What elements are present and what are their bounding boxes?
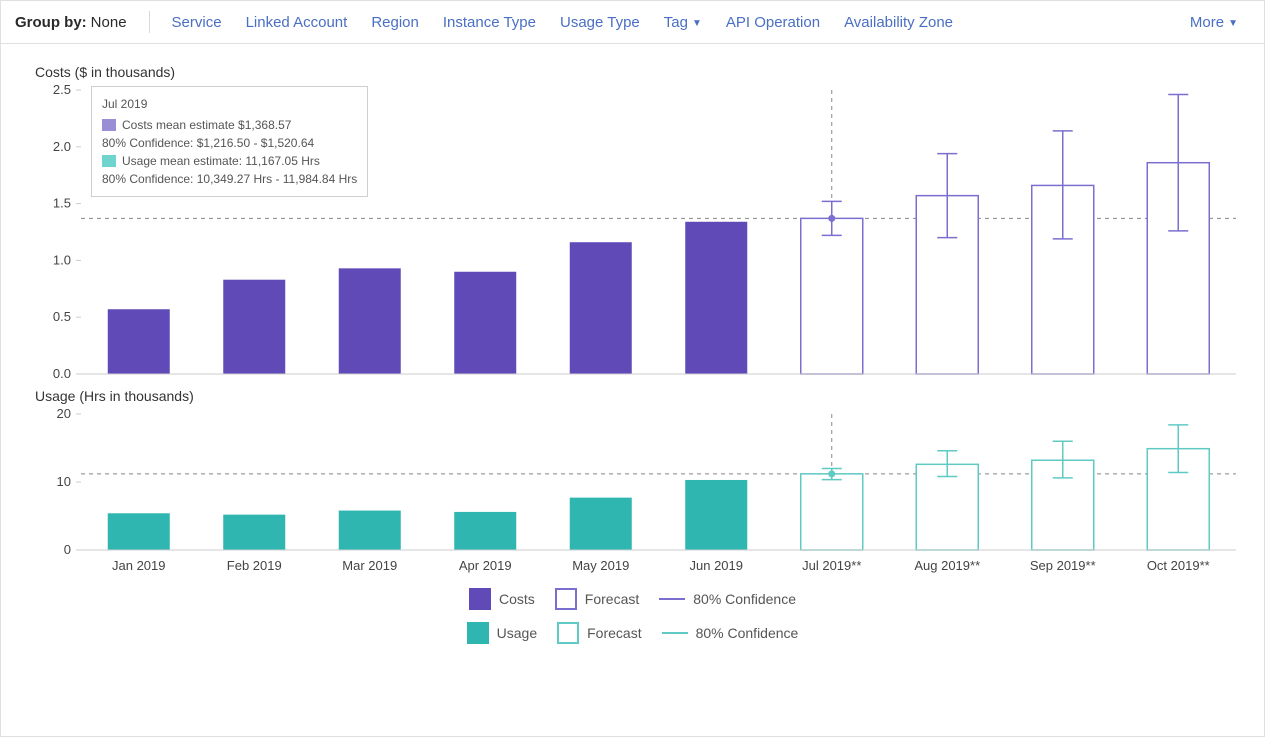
svg-text:2.0: 2.0 [53,139,71,154]
tab-service[interactable]: Service [160,14,234,31]
tooltip-cost-swatch [102,119,116,131]
costs-chart-title: Costs ($ in thousands) [35,64,1244,80]
svg-text:Jun 2019: Jun 2019 [690,558,744,573]
groupby-value: None [91,14,127,31]
svg-text:Apr 2019: Apr 2019 [459,558,512,573]
legend-costs-actual: Costs [469,588,535,610]
legend-costs-actual-label: Costs [499,591,535,607]
tab-instance-type[interactable]: Instance Type [431,14,548,31]
legend-costs-row: Costs Forecast 80% Confidence [21,582,1244,616]
svg-text:10: 10 [57,474,71,489]
legend-usage-confidence-label: 80% Confidence [696,625,799,641]
tooltip-usage-confidence: 80% Confidence: 10,349.27 Hrs - 11,984.8… [102,170,357,188]
svg-text:Oct 2019**: Oct 2019** [1147,558,1210,573]
tab-availability-zone[interactable]: Availability Zone [832,14,965,31]
svg-text:0: 0 [64,542,71,557]
legend-costs-forecast-label: Forecast [585,591,639,607]
svg-text:Sep 2019**: Sep 2019** [1030,558,1096,573]
svg-text:1.0: 1.0 [53,252,71,267]
svg-text:Jan 2019: Jan 2019 [112,558,166,573]
tab-linked-account[interactable]: Linked Account [234,14,360,31]
groupby-toolbar: Group by: None Service Linked Account Re… [1,1,1264,44]
svg-text:1.5: 1.5 [53,196,71,211]
tooltip-usage-line: Usage mean estimate: 11,167.05 Hrs [122,152,320,170]
tab-more[interactable]: More ▼ [1178,14,1250,31]
legend-costs-forecast: Forecast [555,588,639,610]
tooltip-usage-swatch [102,155,116,167]
svg-text:Feb 2019: Feb 2019 [227,558,282,573]
legend-costs-confidence: 80% Confidence [659,591,796,607]
groupby-label: Group by: [15,14,87,31]
svg-text:Mar 2019: Mar 2019 [342,558,397,573]
svg-text:0.5: 0.5 [53,309,71,324]
legend-usage-forecast-label: Forecast [587,625,641,641]
tooltip-cost-confidence: 80% Confidence: $1,216.50 - $1,520.64 [102,134,357,152]
legend-usage-forecast: Forecast [557,622,641,644]
svg-text:Jul 2019**: Jul 2019** [802,558,861,573]
svg-text:2.5: 2.5 [53,84,71,97]
tab-tag[interactable]: Tag ▼ [652,14,714,31]
tooltip-title: Jul 2019 [102,95,357,113]
tooltip-cost-line: Costs mean estimate $1,368.57 [122,116,291,134]
svg-text:20: 20 [57,408,71,421]
chevron-down-icon: ▼ [692,18,702,29]
legend-usage-actual: Usage [467,622,537,644]
chart-area: Costs ($ in thousands) 0.0 0.5 1.0 1.5 2.0 2.… [1,44,1264,658]
legend-usage-confidence: 80% Confidence [662,625,799,641]
tab-region[interactable]: Region [359,14,431,31]
svg-text:Aug 2019**: Aug 2019** [914,558,980,573]
legend-costs-confidence-label: 80% Confidence [693,591,796,607]
chevron-down-icon: ▼ [1228,18,1238,29]
svg-text:May 2019: May 2019 [572,558,629,573]
forecast-tooltip: Jul 2019 Costs mean estimate $1,368.57 8… [91,86,368,197]
tab-tag-label: Tag [664,14,688,31]
usage-chart: 0 10 20 Jan 2019 Feb 2019 Mar 2019 Apr 2019 May… [21,408,1246,578]
svg-text:0.0: 0.0 [53,366,71,381]
legend-usage-row: Usage Forecast 80% Confidence [21,616,1244,650]
legend-usage-actual-label: Usage [497,625,537,641]
tab-api-operation[interactable]: API Operation [714,14,832,31]
usage-chart-title: Usage (Hrs in thousands) [35,388,1244,404]
divider [149,11,150,33]
tab-usage-type[interactable]: Usage Type [548,14,652,31]
tab-more-label: More [1190,14,1224,31]
